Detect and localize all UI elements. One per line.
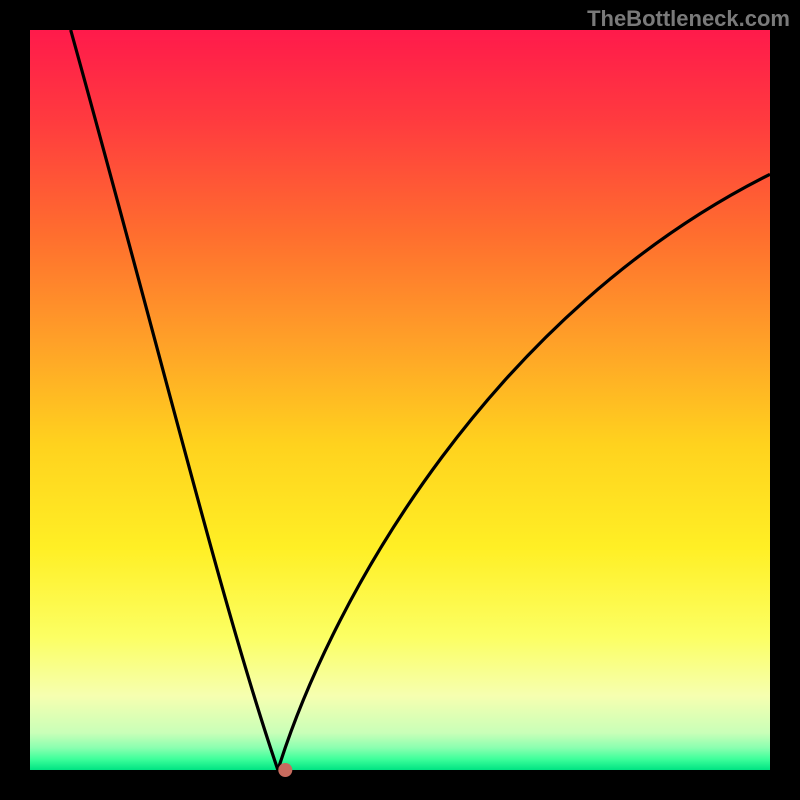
- watermark-text: TheBottleneck.com: [587, 6, 790, 32]
- chart-container: TheBottleneck.com: [0, 0, 800, 800]
- plot-gradient-area: [30, 30, 770, 770]
